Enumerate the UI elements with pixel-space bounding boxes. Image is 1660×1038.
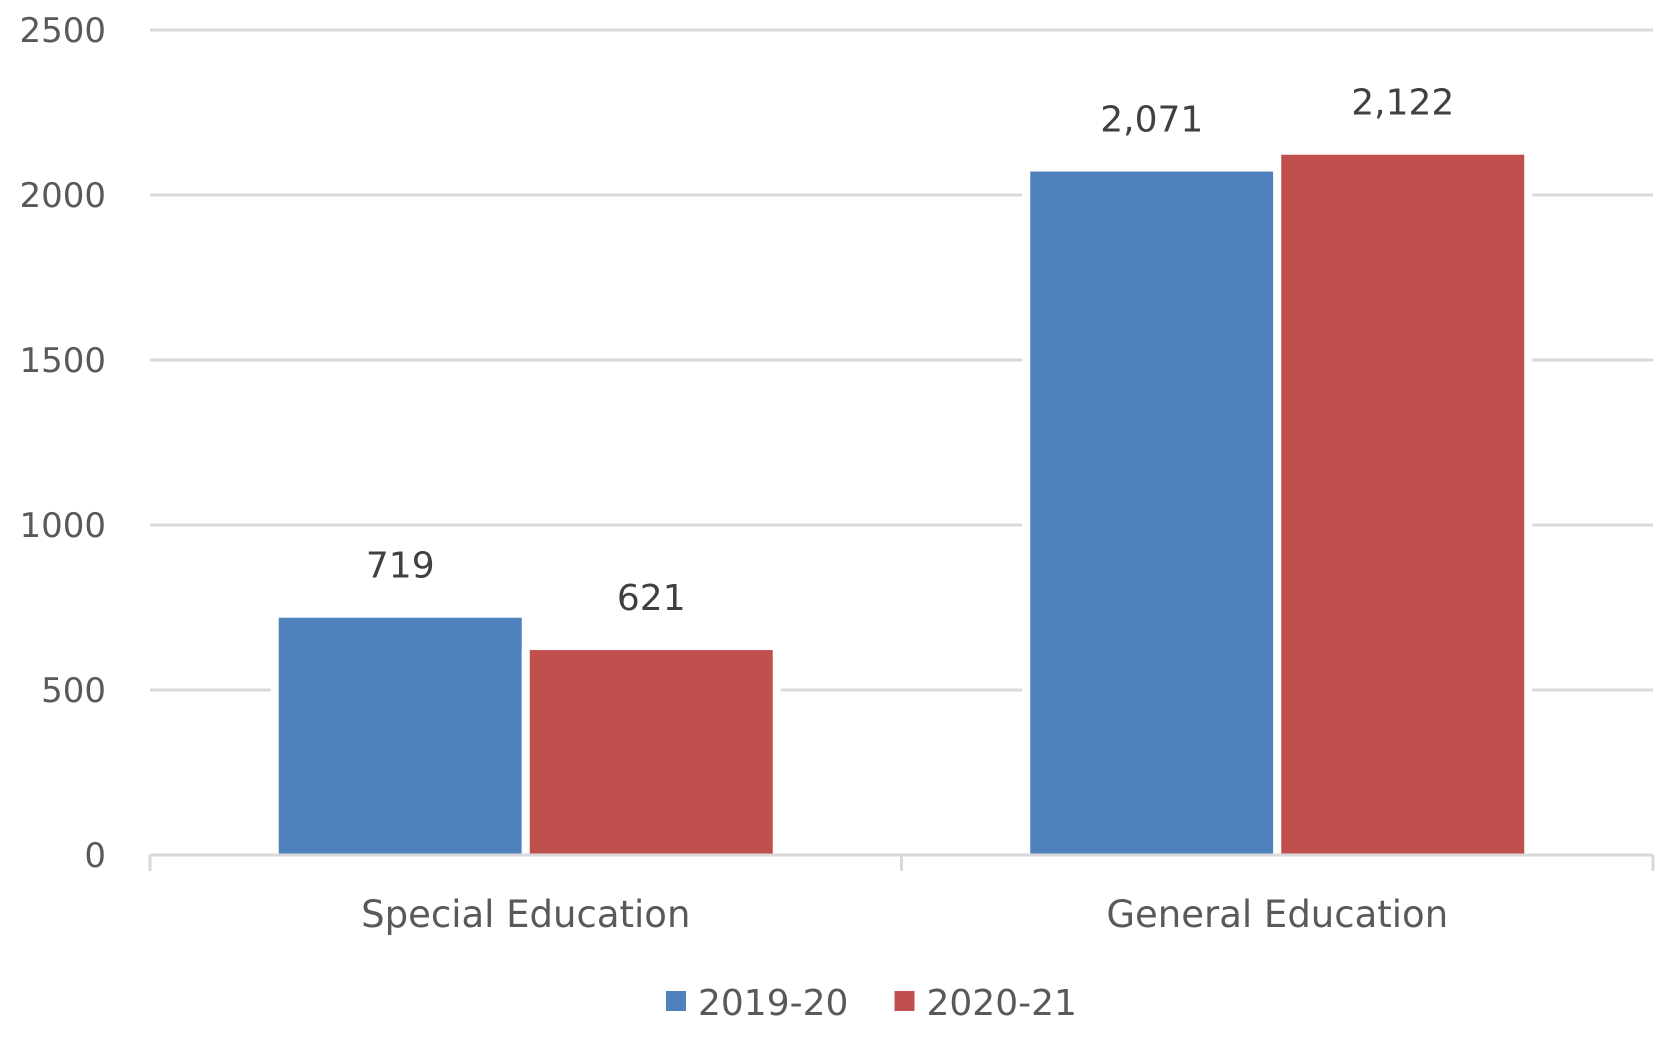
bar-2019-20-1 (1030, 171, 1274, 854)
data-label: 2,071 (1100, 100, 1203, 141)
bar-2020-21-1 (1281, 154, 1525, 855)
y-tick-label: 2000 (19, 176, 106, 216)
y-tick-label: 1500 (19, 341, 106, 381)
data-label: 621 (617, 578, 686, 619)
category-label: General Education (1106, 893, 1448, 936)
legend-swatch (894, 991, 915, 1011)
bar-2020-21-0 (529, 650, 773, 854)
y-tick-label: 500 (41, 671, 106, 711)
y-tick-label: 2500 (19, 11, 106, 51)
y-tick-label: 0 (84, 836, 106, 876)
legend-label: 2019-20 (698, 983, 848, 1024)
bar-2019-20-0 (278, 617, 522, 854)
data-labels: 719 621 2,071 2,122 (366, 83, 1454, 619)
legend: 2019-20 2020-21 (666, 983, 1077, 1024)
category-label: Special Education (361, 893, 690, 936)
data-label: 2,122 (1351, 83, 1454, 124)
category-labels: Special Education General Education (361, 893, 1448, 936)
legend-swatch (666, 991, 686, 1011)
y-axis-ticks: 0 500 1000 1500 2000 2500 (19, 11, 106, 876)
data-label: 719 (366, 546, 435, 587)
legend-label: 2020-21 (927, 983, 1077, 1024)
y-tick-label: 1000 (19, 506, 106, 546)
bars (270, 154, 1533, 855)
x-axis (148, 853, 1655, 871)
